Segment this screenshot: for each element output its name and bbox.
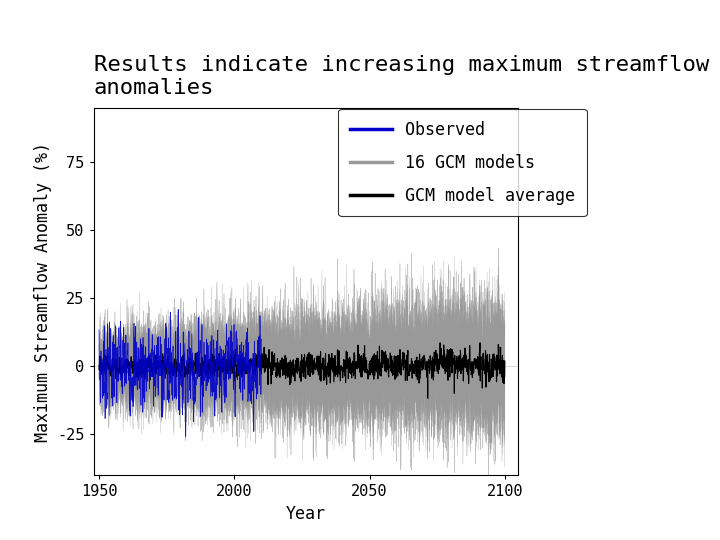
Text: Results indicate increasing maximum streamflow
anomalies: Results indicate increasing maximum stre… [94,55,709,98]
X-axis label: Year: Year [286,505,326,523]
Legend: Observed, 16 GCM models, GCM model average: Observed, 16 GCM models, GCM model avera… [338,109,587,217]
Y-axis label: Maximum Streamflow Anomaly (%): Maximum Streamflow Anomaly (%) [34,141,52,442]
